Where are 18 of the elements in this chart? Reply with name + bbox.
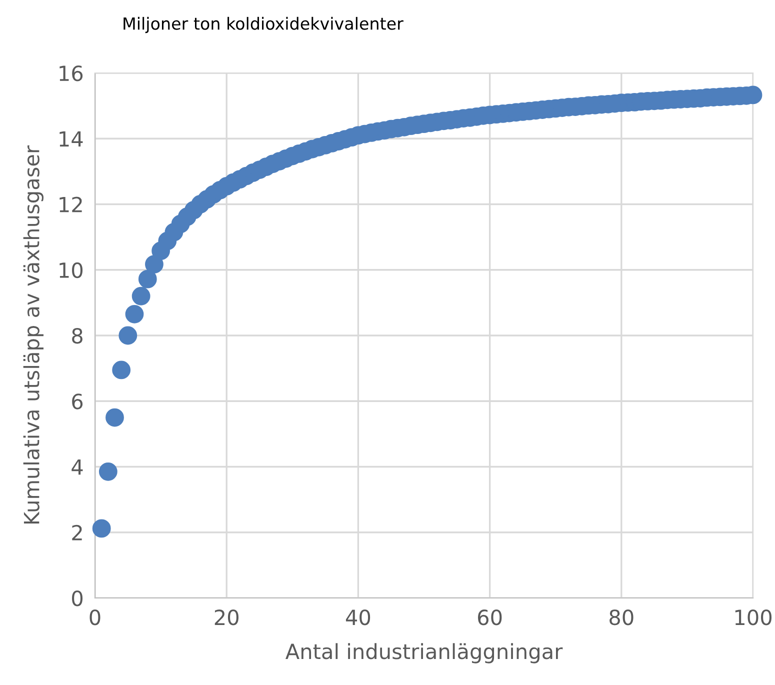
y-tick-label: 0 <box>72 590 83 606</box>
x-tick-label: 80 <box>610 609 634 626</box>
x-tick-label: 100 <box>735 609 772 626</box>
x-tick-label: 60 <box>478 609 502 626</box>
x-tick-label: 40 <box>346 609 370 626</box>
y-tick-label: 2 <box>72 524 82 540</box>
y-tick-label: 10 <box>60 262 83 278</box>
y-axis-title: Kumulativa utsläpp av växthusgaser <box>23 145 44 524</box>
y-tick-label: 12 <box>60 196 82 212</box>
x-axis-title: Antal industrianläggningar <box>286 643 563 664</box>
y-tick-label: 6 <box>72 394 83 410</box>
chart-title: Miljoner ton koldioxidekvivalenter <box>124 16 404 34</box>
y-tick-label: 8 <box>72 328 82 344</box>
x-tick-label: 0 <box>90 609 100 626</box>
y-tick-label: 14 <box>60 131 83 147</box>
x-tick-label: 20 <box>214 609 238 626</box>
y-tick-label: 4 <box>72 459 83 475</box>
y-tick-label: 16 <box>60 65 83 82</box>
